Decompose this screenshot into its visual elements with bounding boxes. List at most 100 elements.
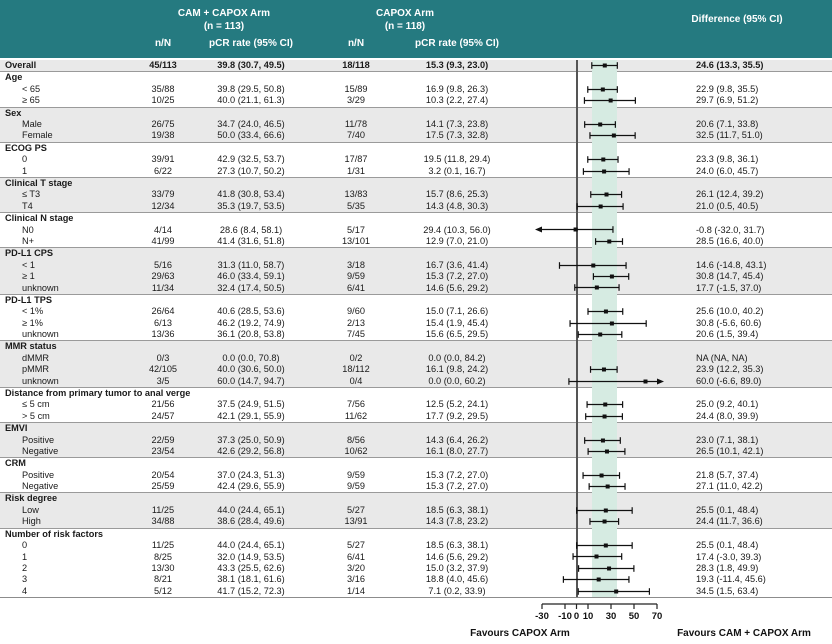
section-pd-l1-tps: PD-L1 TPS < 1% 26/64 40.6 (28.5, 53.6) 9/60 1… [0,293,832,341]
capox-pcr-rate-value: 12.9 (7.0, 21.0) [425,235,489,246]
capox-nN-value: 9/60 [347,306,365,317]
capox-pcr-rate-value: 15.7 (8.6, 25.3) [425,189,489,200]
capox-pcr-rate-value: 14.6 (5.6, 29.2) [425,282,489,293]
cam-nN-value: 5/16 [154,259,172,270]
axis-tick-label: 30 [606,611,617,622]
subgroup-label: 3 [22,574,28,585]
cam-pcr-rate-value: 39.8 (29.5, 50.8) [217,83,285,94]
table-row: Male 26/75 34.7 (24.0, 46.5) 11/78 14.1 (7.3… [0,119,832,130]
ci-plot-cell [518,224,668,235]
subgroup-label: ≥ 65 [22,95,40,106]
ci-marker [585,412,623,420]
cam-nN-value: 26/75 [151,119,175,130]
ci-marker [589,518,620,526]
capox-nN-value: 0/2 [349,352,363,363]
capox-pcr-rate-value: 18.5 (6.3, 38.1) [425,540,489,551]
difference-value: 24.0 (6.0, 45.7) [696,165,759,176]
difference-value: 20.6 (1.5, 39.4) [696,329,759,340]
section-header: EMVI [5,423,28,434]
subgroup-label: Female [22,130,53,141]
ci-marker [587,156,619,163]
capox-pcr-rate-value: 12.5 (5.2, 24.1) [425,399,489,410]
capox-pcr-rate-value: 16.9 (9.8, 26.3) [425,83,489,94]
table-row: < 1 5/16 31.3 (11.0, 58.7) 3/18 16.7 (3.6, 4… [0,260,832,271]
cam-nN-value: 42/105 [148,364,178,375]
capox-pcr-rate-value: 14.3 (4.8, 30.3) [425,200,489,211]
difference-value: 17.4 (-3.0, 39.3) [696,551,762,562]
capox-pcr-rate-value: 15.6 (6.5, 29.5) [425,329,489,340]
cam-pcr-rate-value: 44.0 (24.4, 65.1) [217,504,285,515]
ci-marker [574,284,620,292]
cam-pcr-rate-value: 41.7 (15.2, 72.3) [217,585,285,596]
table-row: Female 19/38 50.0 (33.4, 66.6) 7/40 17.5 (7.… [0,130,832,141]
cam-nN-value: 8/21 [154,574,172,585]
capox-nN-value: 9/59 [347,469,365,480]
capox-pcr-rate-value: 17.5 (7.3, 32.8) [425,130,489,141]
ci-marker [576,202,624,210]
section-header: PD-L1 TPS [5,294,52,305]
favours-right-label: Favours CAM + CAPOX Arm [677,628,811,639]
section-emvi: EMVI Positive 22/59 37.3 (25.0, 50.9) 8/56 14… [0,422,832,458]
ci-marker [586,401,624,409]
subgroup-label: Positive [22,434,55,445]
axis-tick-label: 10 [583,611,594,622]
cam-pcr-rate-value: 32.4 (17.4, 50.5) [217,282,285,293]
cam-pcr-rate-value: 42.9 (32.5, 53.7) [217,154,285,165]
axis-tick-label: -30 [535,611,549,622]
cam-nN-value: 33/79 [151,189,175,200]
ci-marker [582,167,630,175]
table-row: Negative 25/59 42.4 (29.6, 55.9) 9/59 15.3 (… [0,481,832,492]
section-header: Sex [5,107,22,118]
capox-pcr-rate-value: 10.3 (2.2, 27.4) [425,95,489,106]
cam-pcr-rate-value: 37.3 (25.0, 50.9) [217,434,285,445]
section-header: Clinical T stage [5,177,73,188]
ci-marker [562,576,630,583]
section-clinical-t-stage: Clinical T stage ≤ T3 33/79 41.8 (30.8, 53.… [0,176,832,213]
subgroup-label: unknown [22,329,59,340]
difference-value: 24.4 (8.0, 39.9) [696,410,759,421]
cam-nN-value: 25/59 [151,481,175,492]
section-header: Clinical N stage [5,213,74,224]
subgroup-label: 0 [22,154,28,165]
ci-marker [584,436,621,444]
capox-nN-value: 3/18 [347,259,365,270]
arm1-title: CAM + CAPOX Arm [177,8,271,19]
cam-pcr-rate-value: 40.0 (30.6, 50.0) [217,364,285,375]
ci-plot-cell [518,399,668,410]
ci-marker [577,587,651,595]
capox-pcr-rate-value: 15.0 (3.2, 37.9) [425,562,489,573]
capox-nN-value: 0/4 [349,375,363,386]
capox-nN-value: 6/41 [347,551,365,562]
table-row: < 1% 26/64 40.6 (28.5, 53.6) 9/60 15.0 (7.1,… [0,306,832,317]
capox-nN-value: 2/13 [347,317,365,328]
arm2-title: CAPOX Arm [376,8,434,19]
ci-plot-cell [518,201,668,212]
difference-value: 19.3 (-11.4, 45.6) [696,574,766,585]
subgroup-label: N0 [22,224,34,235]
capox-pcr-rate-value: 16.1 (8.0, 27.7) [425,445,489,456]
section-header: Age [5,72,23,83]
cam-nN-value: 23/54 [151,445,175,456]
ci-plot-cell [518,236,668,247]
cam-nN-value: 10/25 [151,95,175,106]
capox-pcr-rate-value: 3.2 (0.1, 16.7) [428,165,486,176]
cam-pcr-rate-value: 35.3 (19.7, 53.5) [217,200,285,211]
capox-nN-value: 13/91 [344,516,368,527]
table-row: pMMR 42/105 40.0 (30.6, 50.0) 18/112 16.1 (9… [0,364,832,375]
subgroup-label: 1 [22,165,28,176]
cam-pcr-rate-value: 38.6 (28.4, 49.6) [217,516,285,527]
difference-value: 23.9 (12.2, 35.3) [696,364,764,375]
cam-nN-value: 11/25 [151,504,175,515]
table-row: Positive 22/59 37.3 (25.0, 50.9) 8/56 14.3 (… [0,435,832,446]
subgroup-label: Negative [22,445,59,456]
ci-marker [588,483,626,490]
table-row: 0 39/91 42.9 (32.5, 53.7) 17/87 19.5 (11.8, … [0,154,832,165]
ci-marker [576,542,633,549]
difference-value: 20.6 (7.1, 33.8) [696,119,759,130]
section-crm: CRM Positive 20/54 37.0 (24.3, 51.3) 9/59 15.… [0,457,832,492]
axis-tick-label: 50 [629,611,640,622]
arm2-header: CAPOX Arm (n = 118) [315,7,495,33]
subgroup-label: Positive [22,469,55,480]
ci-marker [577,564,635,572]
capox-nN-value: 5/27 [347,504,365,515]
